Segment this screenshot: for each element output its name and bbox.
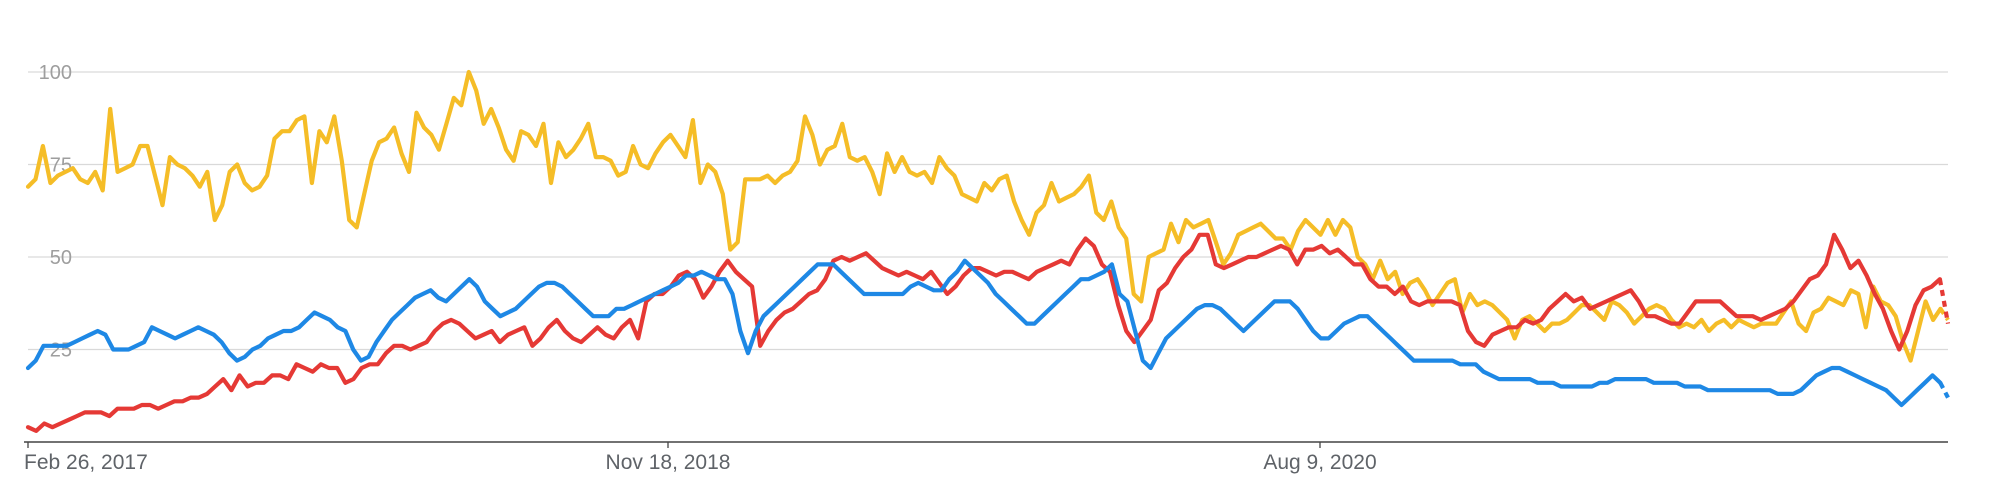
- series-blue-line-partial-segment: [1938, 381, 1950, 399]
- series-lines: [25, 69, 1951, 433]
- series-yellow-line: [25, 69, 1943, 363]
- x-axis-date-labels: Feb 26, 2017 Nov 18, 2018 Aug 9, 2020: [24, 442, 1377, 474]
- series-yellow-line-partial-segment: [1938, 307, 1950, 322]
- x-axis-label: Aug 9, 2020: [1263, 451, 1376, 474]
- y-tick-label: 100: [39, 62, 72, 84]
- gridlines: [24, 71, 1948, 443]
- y-tick-label: 50: [50, 247, 72, 269]
- series-red-line: [25, 232, 1943, 433]
- x-axis-label: Nov 18, 2018: [606, 451, 731, 474]
- series-blue-line: [25, 258, 1943, 408]
- series-red-line-partial-segment: [1937, 278, 1951, 324]
- x-axis-label: Feb 26, 2017: [24, 451, 148, 474]
